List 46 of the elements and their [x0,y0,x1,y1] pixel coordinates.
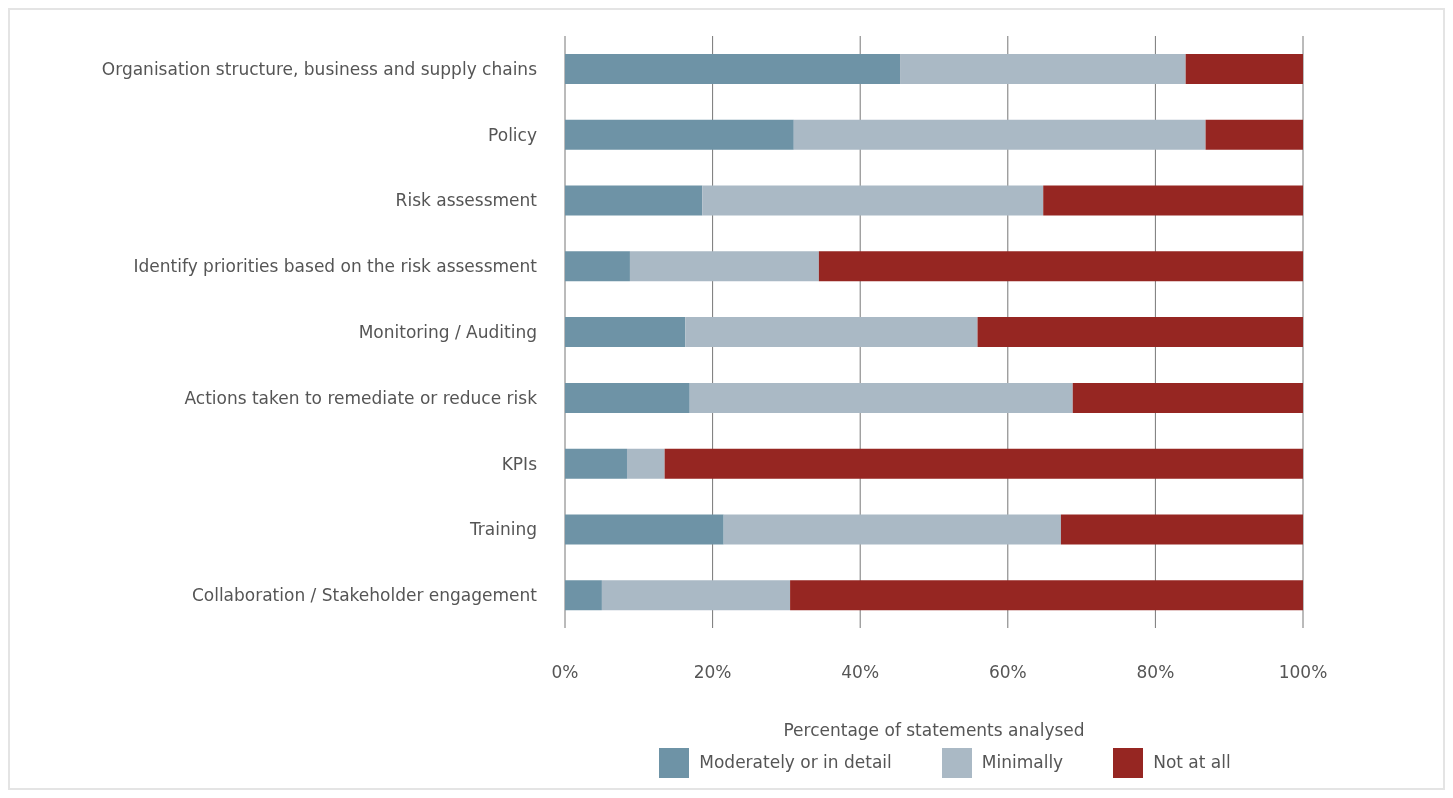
bar [629,251,819,282]
bar [1185,54,1303,84]
bar [601,580,791,611]
y-tick-label: Actions taken to remediate or reduce risk [184,387,538,408]
y-tick-label: Risk assessment [395,190,538,211]
bar [1205,119,1303,150]
x-axis-title: Percentage of statements analysed [783,720,1085,740]
y-tick-label: Monitoring / Auditing [358,322,537,343]
bar [977,317,1303,348]
bar [818,251,1303,282]
bar [1043,185,1303,216]
bar [565,448,627,479]
bar [702,185,1044,216]
bar [664,448,1303,479]
bar [793,119,1206,150]
bar [565,382,690,413]
bar [689,382,1073,413]
bar [626,448,665,479]
bar [565,580,602,611]
bar [1060,514,1303,545]
bar [790,580,1303,611]
legend-label: Moderately or in detail [699,752,892,772]
bar [900,54,1186,84]
x-tick-label: 80% [1136,662,1175,683]
bar [723,514,1061,545]
bar [1072,382,1303,413]
y-tick-label: KPIs [501,453,538,474]
y-tick-label: Organisation structure, business and supply chains [101,58,538,79]
bar [685,317,978,348]
bar [565,54,901,84]
x-tick-label: 0% [551,662,579,683]
bar [565,514,724,545]
y-tick-label: Identify priorities based on the risk assessment [133,256,538,277]
bar [565,185,703,216]
x-tick-label: 40% [841,662,880,683]
bar [565,317,686,348]
y-tick-label: Collaboration / Stakeholder engagement [191,585,538,606]
y-tick-label: Training [468,519,537,540]
bar [565,251,630,282]
x-tick-label: 60% [988,662,1027,683]
legend-label: Minimally [981,752,1064,772]
y-tick-label: Policy [488,124,537,145]
x-tick-label: 20% [693,662,732,683]
x-tick-label: 100% [1278,662,1328,683]
bar [565,119,794,150]
legend-label: Not at all [1153,752,1231,772]
